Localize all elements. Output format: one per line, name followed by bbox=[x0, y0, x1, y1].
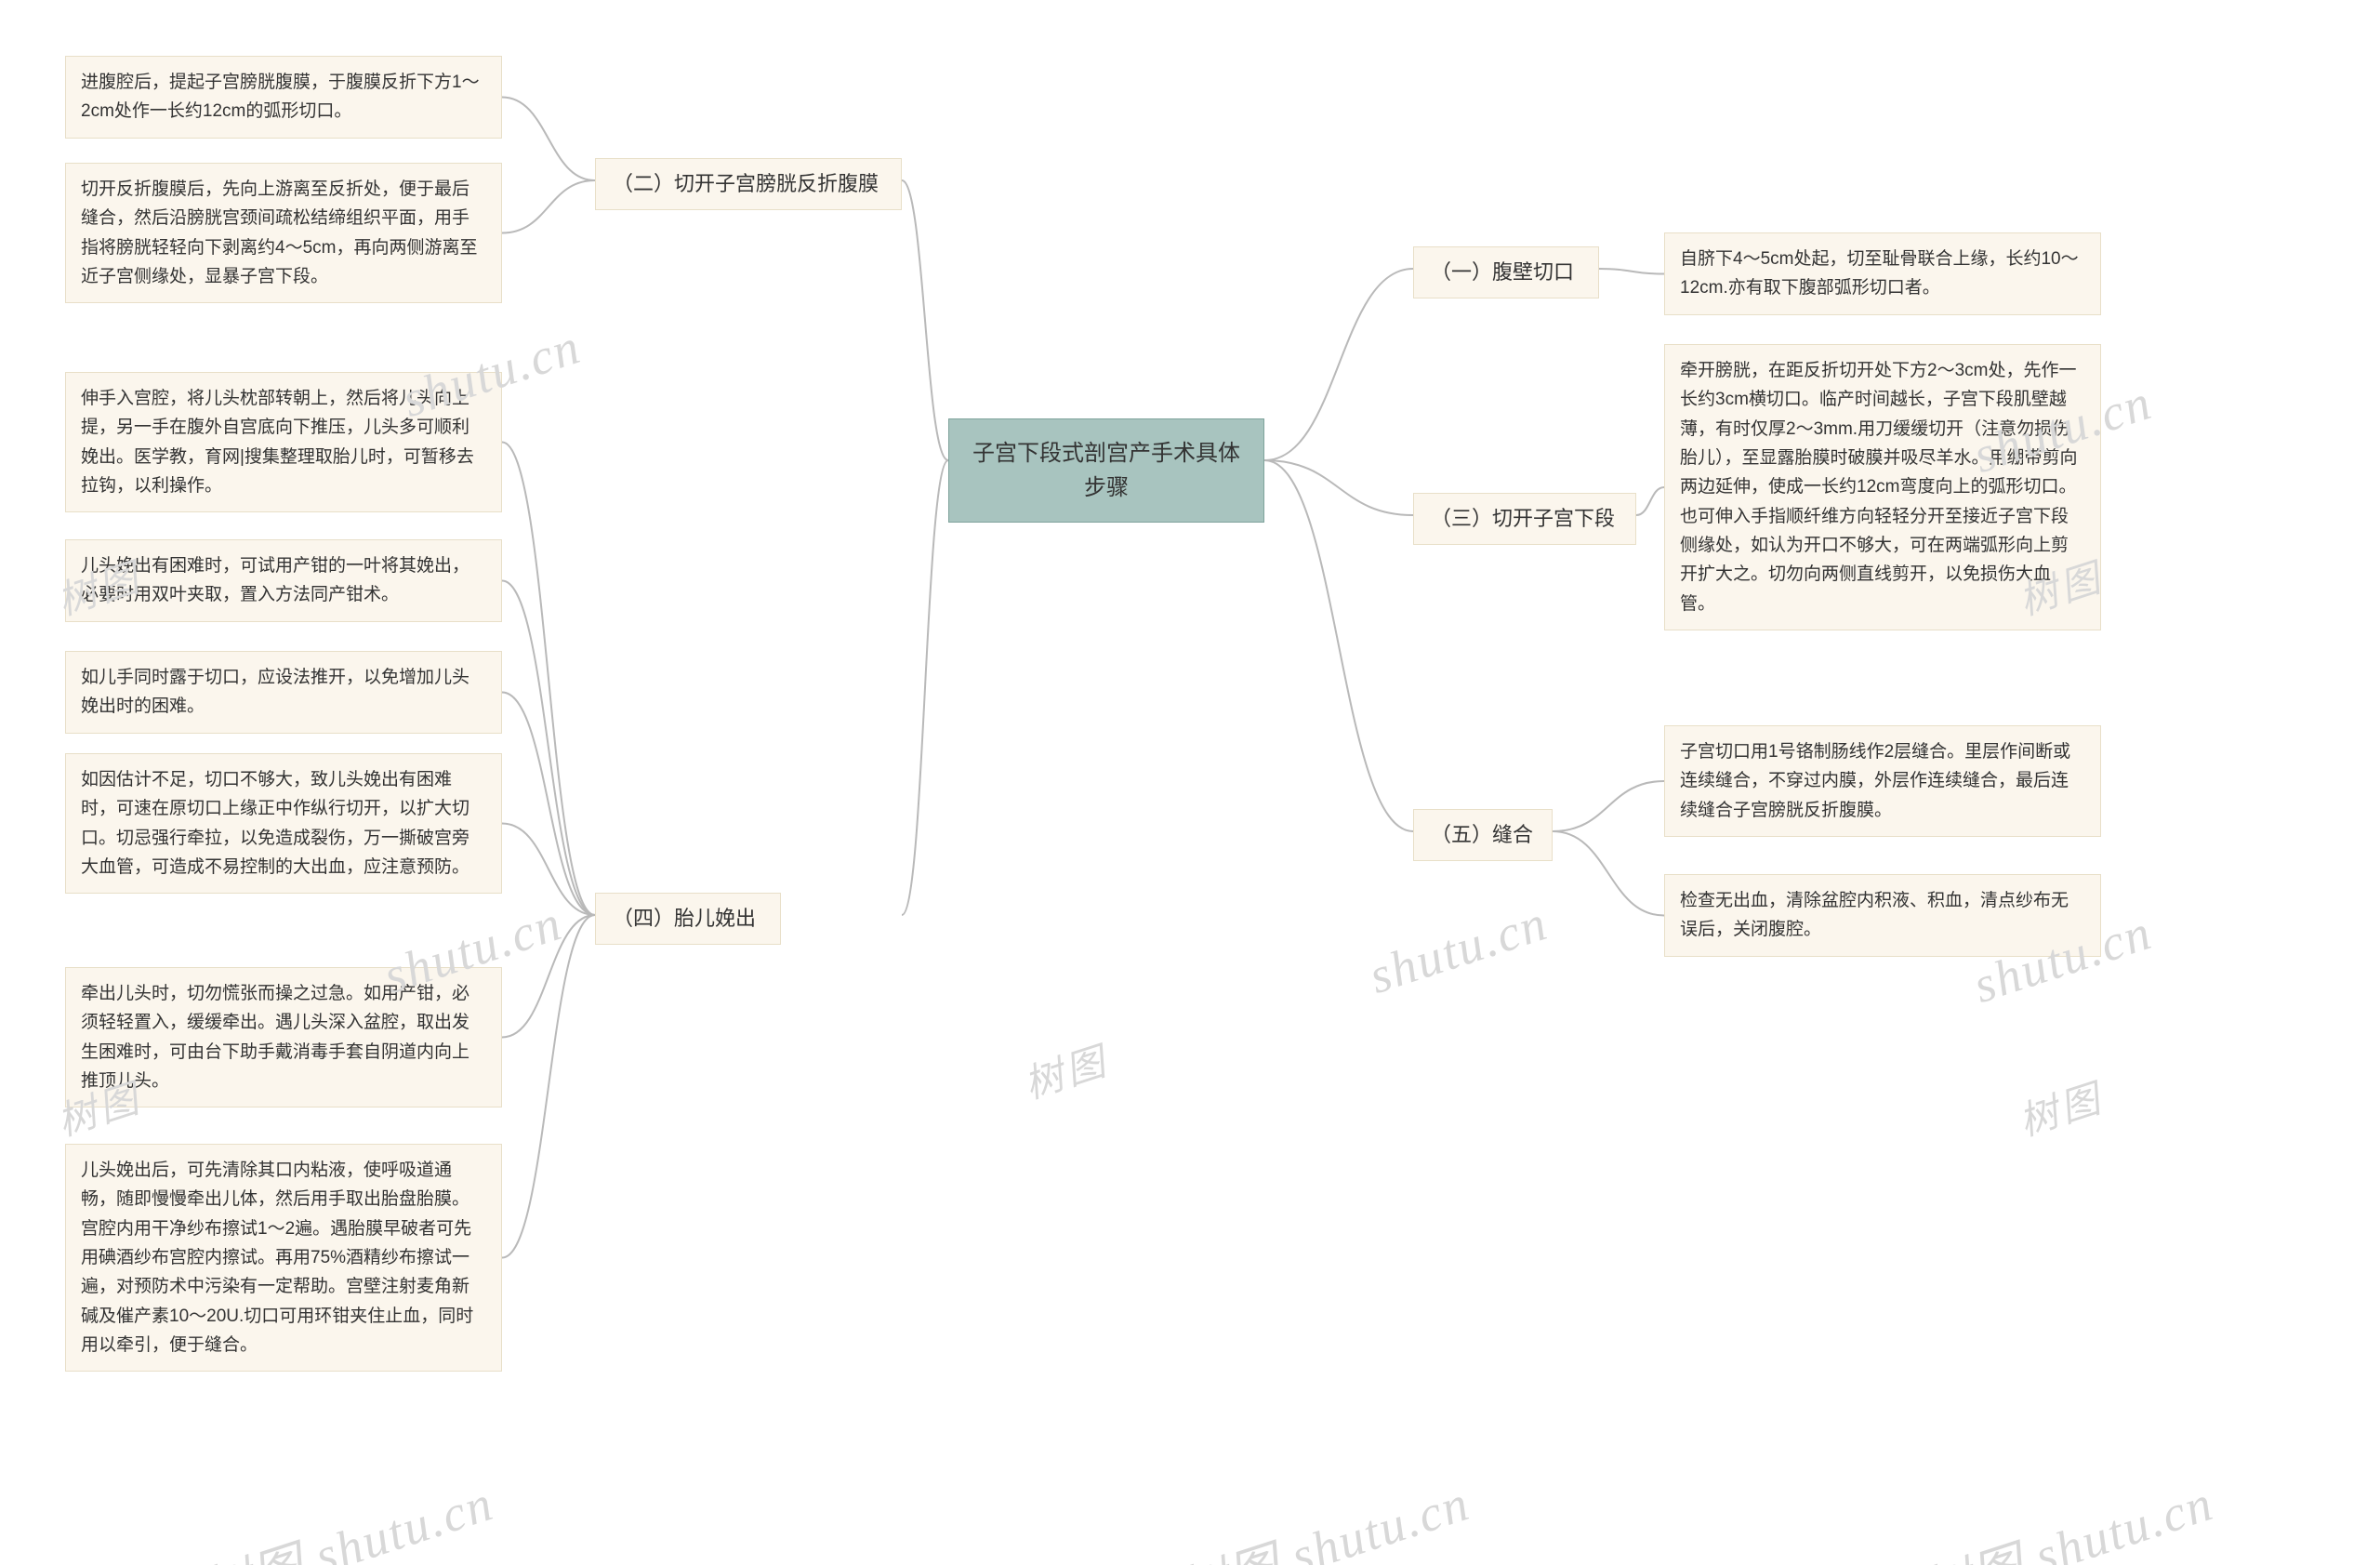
watermark-12: 树图 shutu.cn bbox=[1911, 1462, 2222, 1565]
leaf-b3-0: 牵开膀胱，在距反折切开处下方2～3cm处，先作一长约3cm横切口。临产时间越长，… bbox=[1664, 344, 2101, 630]
branch-b2: （二）切开子宫膀胱反折腹膜 bbox=[595, 158, 902, 210]
branch-b1: （一）腹壁切口 bbox=[1413, 246, 1599, 298]
leaf-b4-0: 伸手入宫腔，将儿头枕部转朝上，然后将儿头向上提，另一手在腹外自宫底向下推压，儿头… bbox=[65, 372, 502, 512]
center-node: 子宫下段式剖宫产手术具体步骤 bbox=[948, 418, 1264, 523]
leaf-b2-1: 切开反折腹膜后，先向上游离至反折处，便于最后缝合，然后沿膀胱宫颈间疏松结缔组织平… bbox=[65, 163, 502, 303]
leaf-b4-4: 牵出儿头时，切勿慌张而操之过急。如用产钳，必须轻轻置入，缓缓牵出。遇儿头深入盆腔… bbox=[65, 967, 502, 1107]
watermark-5: 树图 bbox=[1016, 1029, 1115, 1109]
branch-b3: （三）切开子宫下段 bbox=[1413, 493, 1636, 545]
branch-b4: （四）胎儿娩出 bbox=[595, 893, 781, 945]
watermark-6: shutu.cn bbox=[1362, 894, 1554, 1005]
watermark-7: 树图 shutu.cn bbox=[1168, 1462, 1478, 1565]
leaf-b2-0: 进腹腔后，提起子宫膀胱腹膜，于腹膜反折下方1～2cm处作一长约12cm的弧形切口… bbox=[65, 56, 502, 139]
leaf-b4-5: 儿头娩出后，可先清除其口内粘液，使呼吸道通畅，随即慢慢牵出儿体，然后用手取出胎盘… bbox=[65, 1144, 502, 1372]
watermark-4: 树图 shutu.cn bbox=[192, 1462, 502, 1565]
leaf-b5-0: 子宫切口用1号铬制肠线作2层缝合。里层作间断或连续缝合，不穿过内膜，外层作连续缝… bbox=[1664, 725, 2101, 837]
leaf-b5-1: 检查无出血，清除盆腔内积液、积血，清点纱布无误后，关闭腹腔。 bbox=[1664, 874, 2101, 957]
leaf-b4-2: 如儿手同时露于切口，应设法推开，以免增加儿头娩出时的困难。 bbox=[65, 651, 502, 734]
leaf-b1-0: 自脐下4～5cm处起，切至耻骨联合上缘，长约10～12cm.亦有取下腹部弧形切口… bbox=[1664, 232, 2101, 315]
leaf-b4-1: 儿头娩出有困难时，可试用产钳的一叶将其娩出，必要时用双叶夹取，置入方法同产钳术。 bbox=[65, 539, 502, 622]
watermark-10: 树图 bbox=[2011, 1067, 2109, 1147]
branch-b5: （五）缝合 bbox=[1413, 809, 1553, 861]
leaf-b4-3: 如因估计不足，切口不够大，致儿头娩出有困难时，可速在原切口上缘正中作纵行切开，以… bbox=[65, 753, 502, 894]
